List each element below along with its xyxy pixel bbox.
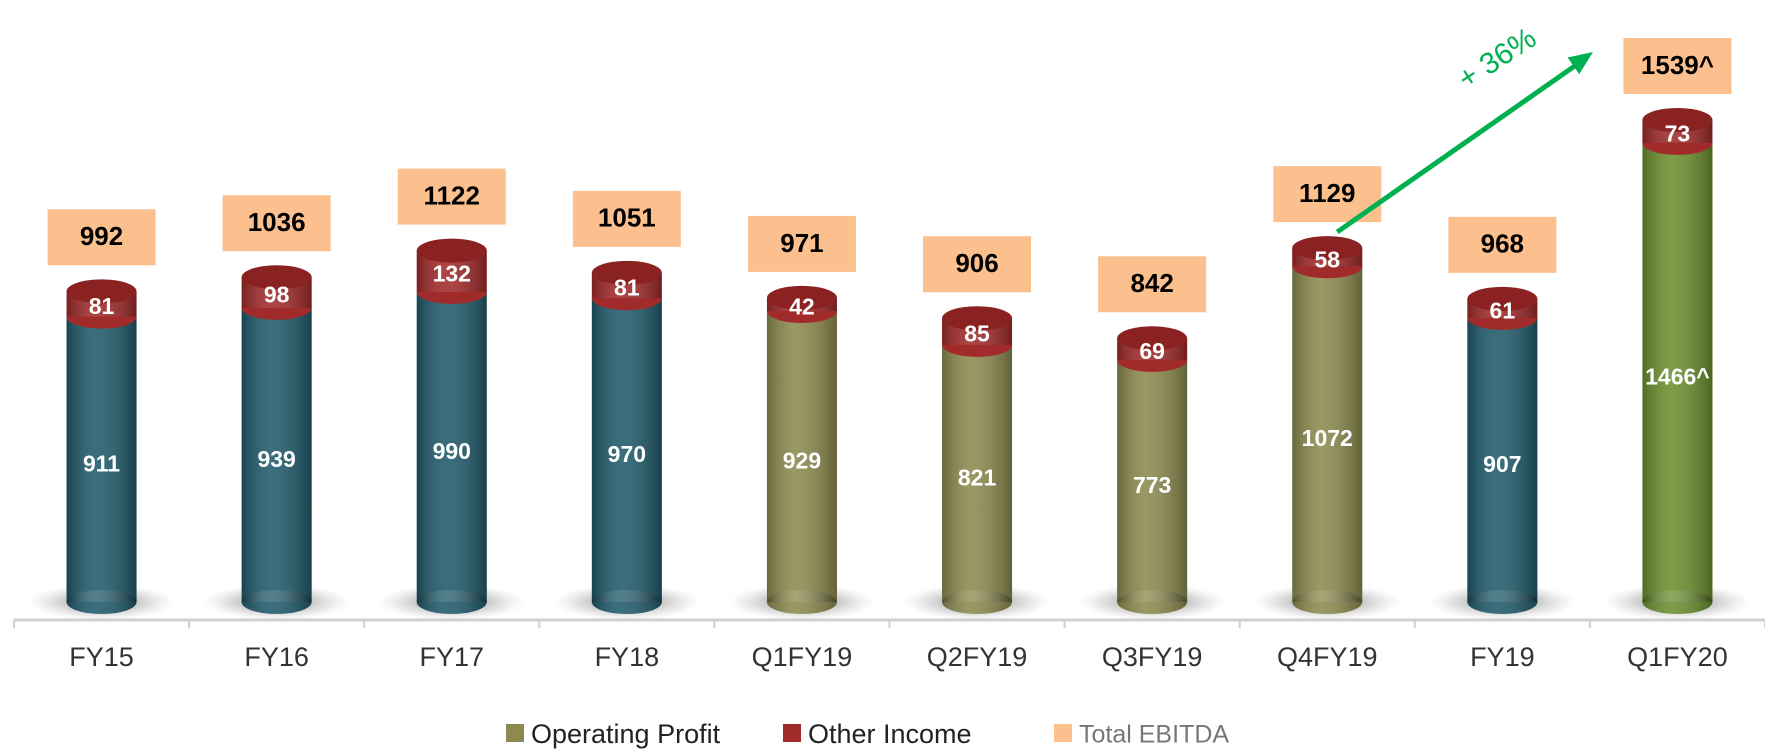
bar-base-shade [66, 590, 137, 614]
bar-shade [1642, 142, 1713, 602]
bar-base-shade [1467, 590, 1538, 614]
total-box [1448, 216, 1557, 273]
total-box [923, 236, 1032, 293]
total-box [747, 215, 856, 272]
value-label: 42 [789, 294, 815, 320]
value-label: 73 [1665, 121, 1691, 147]
bar-top [1292, 236, 1363, 261]
x-tick-label: FY19 [1470, 642, 1535, 672]
bar-shade [942, 344, 1013, 602]
value-label: 81 [614, 275, 640, 301]
total-label: 1122 [424, 180, 480, 210]
bar-top [416, 238, 487, 263]
x-tick-label: Q1FY19 [752, 642, 853, 672]
value-label: 81 [89, 293, 115, 319]
arrow-head [1567, 52, 1593, 75]
annotation-arrow [1335, 60, 1581, 235]
total-label: 906 [955, 248, 998, 278]
legend-label: Operating Profit [531, 719, 721, 749]
x-tick-label: FY18 [595, 642, 660, 672]
bar-shade [1117, 359, 1188, 602]
bar-top [1467, 286, 1538, 311]
bar-shade [66, 316, 137, 602]
total-label: 1129 [1299, 178, 1355, 208]
bar-shade [766, 311, 837, 602]
x-tick-label: FY17 [419, 642, 484, 672]
bar-shade [1292, 266, 1363, 602]
total-label: 1539^ [1641, 50, 1714, 80]
bar-shade [416, 291, 487, 602]
bar-base-shade [241, 590, 312, 614]
bar-top [66, 279, 137, 304]
bar-top [1117, 326, 1188, 351]
bar-shade [1467, 317, 1538, 602]
total-box [47, 209, 156, 266]
value-label: 939 [257, 446, 295, 472]
value-label: 69 [1139, 338, 1165, 364]
total-label: 992 [80, 221, 123, 251]
x-tick-label: FY15 [69, 642, 134, 672]
bar-base-shade [1642, 590, 1713, 614]
total-label: 968 [1481, 229, 1524, 259]
value-label: 990 [433, 438, 471, 464]
x-tick-label: Q2FY19 [927, 642, 1028, 672]
legend-label: Total EBITDA [1079, 721, 1229, 749]
annotation: + 36% [1452, 21, 1542, 95]
bar-base-shade [416, 590, 487, 614]
legend-swatch [1054, 724, 1072, 742]
value-label: 61 [1490, 297, 1516, 323]
total-label: 842 [1130, 268, 1173, 298]
value-label: 85 [964, 321, 990, 347]
x-tick-label: FY16 [244, 642, 309, 672]
bar-base-shade [591, 590, 662, 614]
bar-top [942, 306, 1013, 331]
value-label: 911 [83, 450, 120, 476]
value-label: 98 [264, 282, 290, 308]
value-label: 1466^ [1645, 364, 1710, 390]
bar-base-shade [766, 590, 837, 614]
total-box [572, 190, 681, 247]
bar-shade [591, 298, 662, 602]
bar-base-shade [1292, 590, 1363, 614]
value-label: 970 [608, 441, 646, 467]
value-label: 821 [958, 465, 997, 491]
bar-top [241, 265, 312, 290]
bar-shade [241, 307, 312, 602]
total-box [222, 195, 331, 252]
value-label: 773 [1133, 472, 1171, 498]
value-label: 132 [433, 260, 471, 286]
value-label: 58 [1314, 246, 1340, 272]
bar-top [591, 260, 662, 285]
bar-top [1642, 108, 1713, 132]
bar-base-shade [1117, 590, 1188, 614]
bar-top [766, 285, 837, 310]
total-box [397, 168, 506, 225]
value-label: 929 [783, 448, 821, 474]
total-box [1623, 38, 1732, 94]
x-tick-label: Q1FY20 [1627, 642, 1728, 672]
x-tick-label: Q3FY19 [1102, 642, 1203, 672]
value-label: 1072 [1302, 425, 1353, 451]
total-label: 1036 [248, 207, 306, 237]
total-label: 1051 [598, 203, 656, 233]
bar-base-shade [942, 590, 1013, 614]
value-label: 907 [1483, 451, 1521, 477]
legend-label: Other Income [808, 719, 972, 749]
legend-swatch [506, 724, 524, 742]
total-label: 971 [780, 228, 823, 258]
legend-swatch [783, 724, 801, 742]
total-box [1098, 256, 1207, 313]
x-tick-label: Q4FY19 [1277, 642, 1378, 672]
